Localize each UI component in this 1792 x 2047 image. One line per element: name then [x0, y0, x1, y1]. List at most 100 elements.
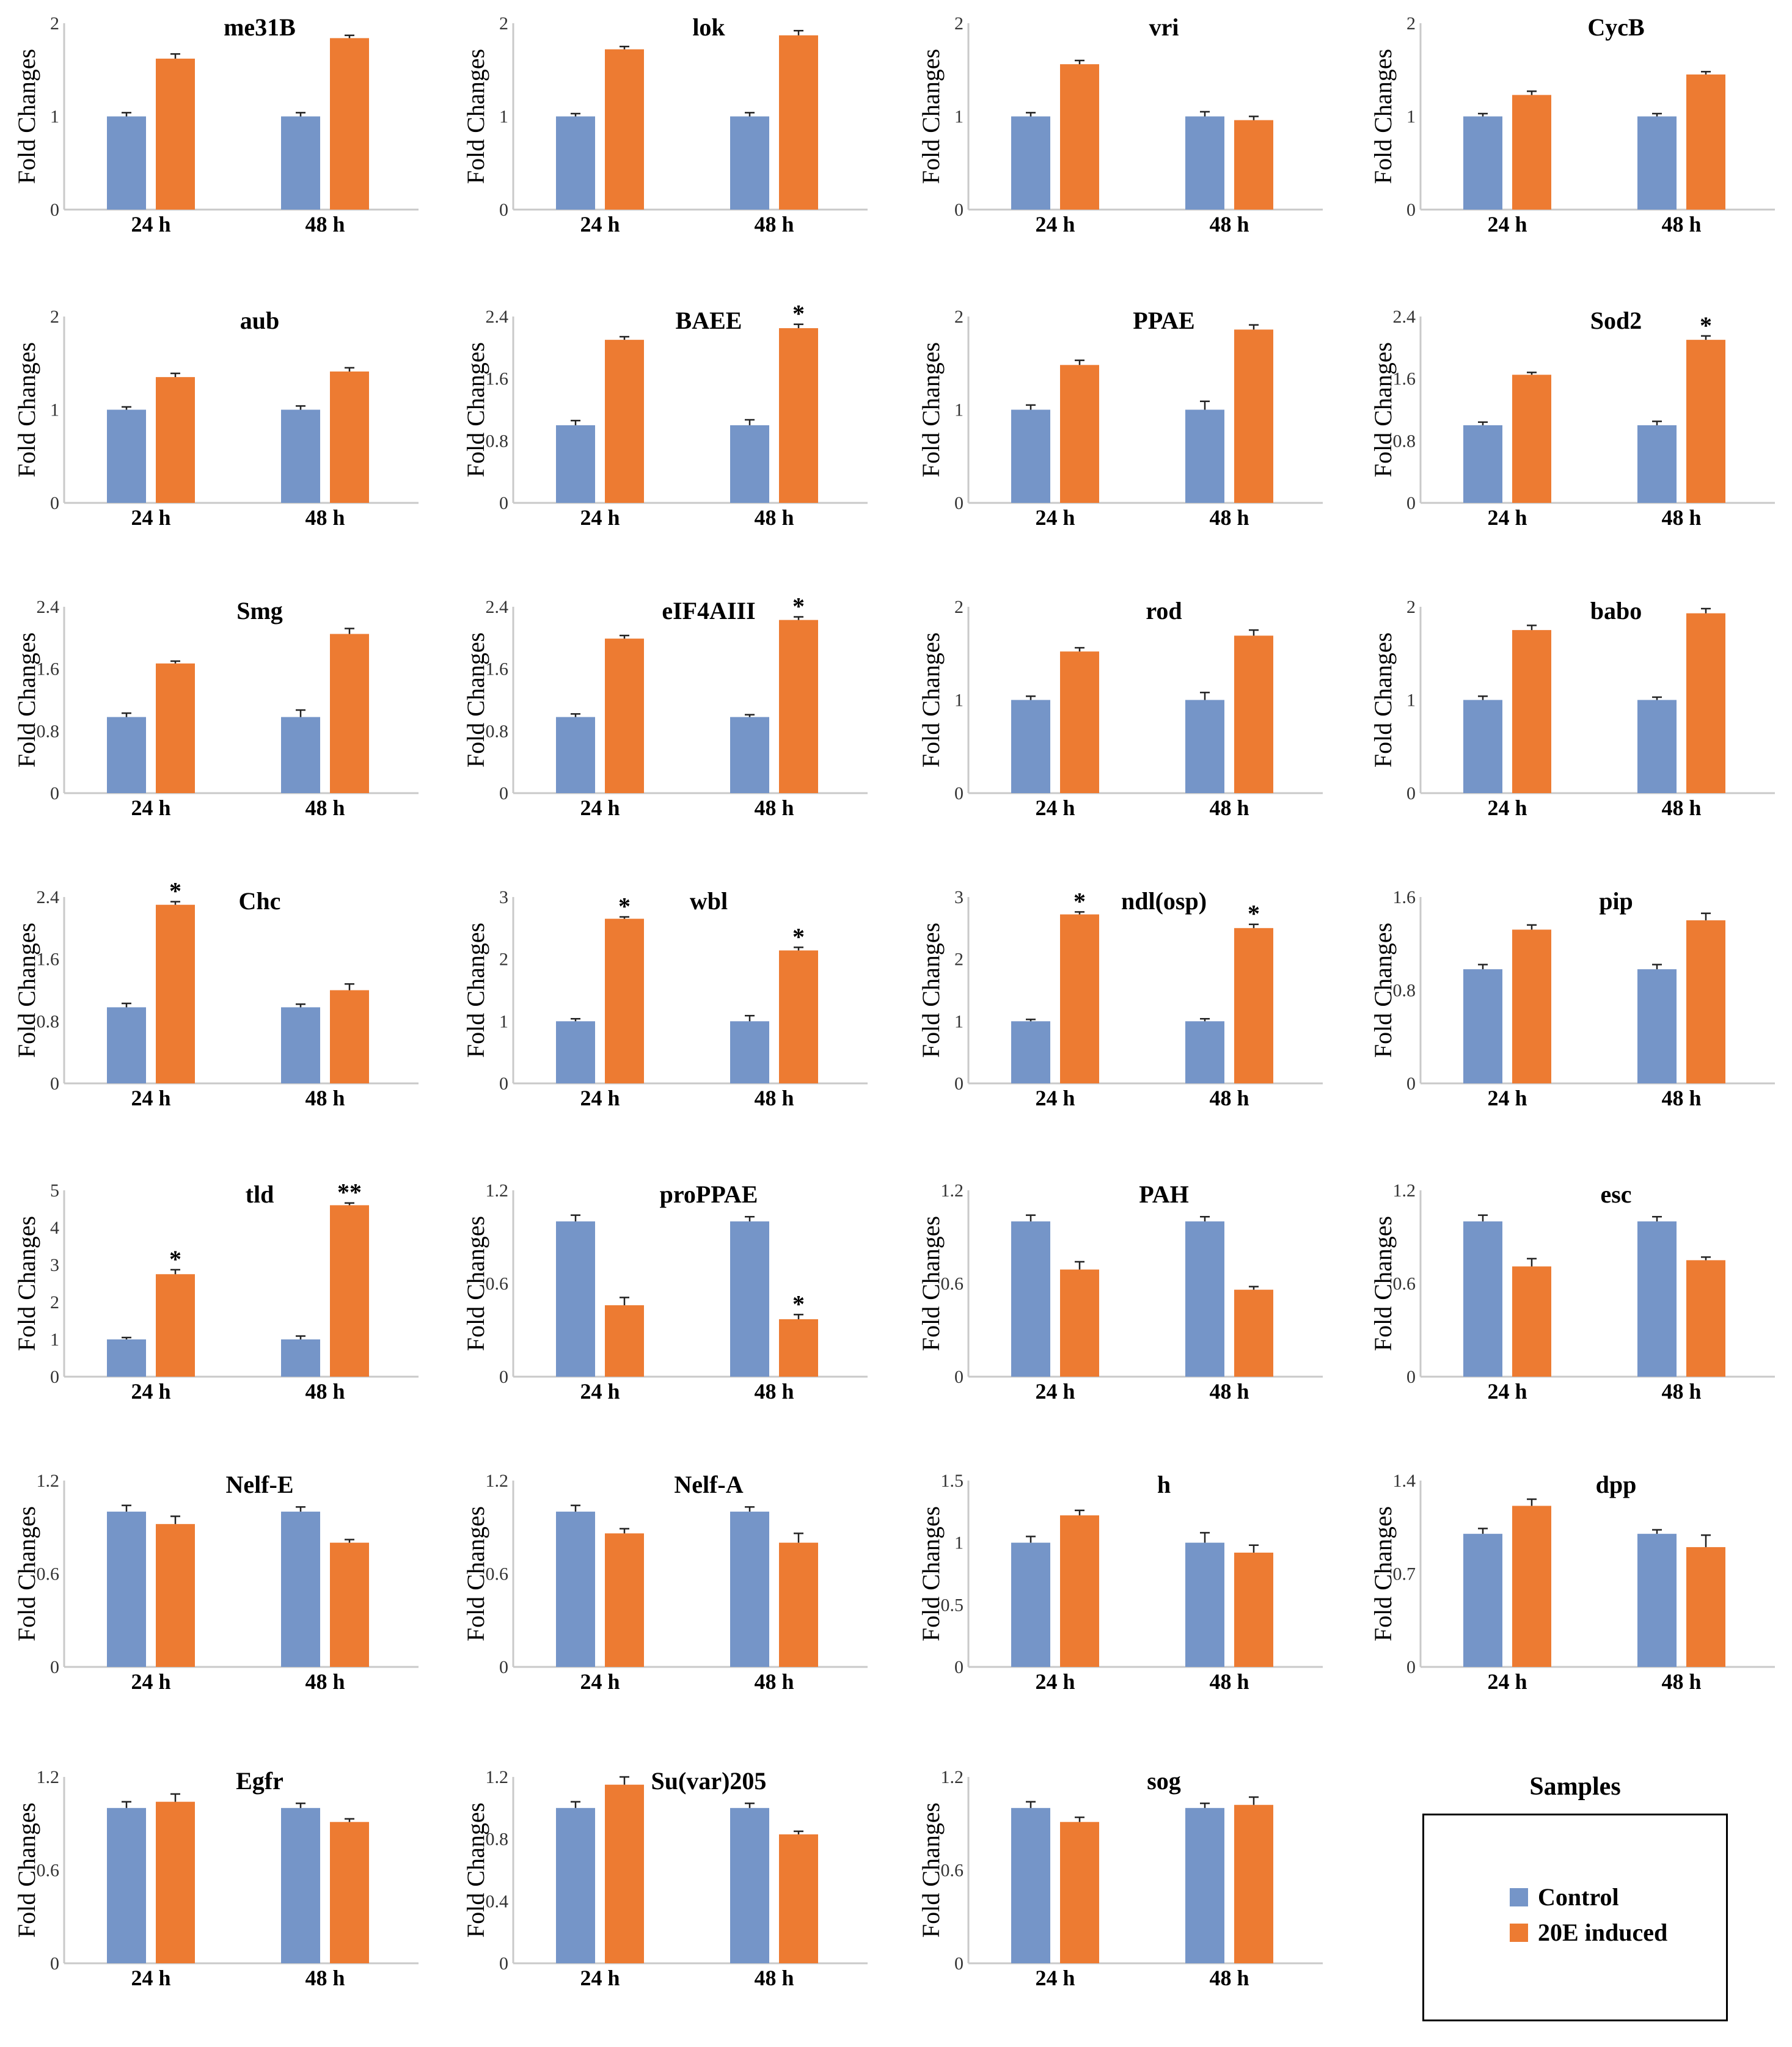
x-tick-label: 48 h: [1209, 1379, 1249, 1404]
x-tick-label: 48 h: [1209, 505, 1249, 530]
y-tick-label: 0.6: [941, 1274, 964, 1294]
bar-20e-induced-24-h: [156, 663, 195, 793]
y-tick-label: 0: [50, 1074, 59, 1094]
y-tick-label: 0: [954, 1367, 964, 1387]
y-tick-label: 0: [954, 1954, 964, 1974]
bar-control-48-h: [1637, 700, 1677, 793]
bar-20e-induced-48-h: [330, 990, 369, 1083]
x-tick-label: 24 h: [1487, 1669, 1527, 1694]
bar-20e-induced-24-h: [1060, 365, 1099, 503]
x-tick-label: 24 h: [580, 1669, 620, 1694]
chart-title: dpp: [1596, 1471, 1637, 1498]
bar-control-48-h: [281, 1339, 320, 1377]
x-tick-label: 48 h: [1209, 1966, 1249, 1990]
significance-mark: **: [337, 1179, 362, 1206]
y-tick-label: 2.4: [1393, 307, 1416, 327]
y-tick-label: 1.2: [941, 1181, 964, 1201]
y-axis-label: Fold Changes: [462, 923, 489, 1058]
y-tick-label: 0.7: [1393, 1564, 1416, 1584]
bar-20e-induced-48-h: [779, 620, 818, 793]
x-tick-label: 24 h: [580, 1966, 620, 1990]
y-tick-label: 0: [499, 1074, 508, 1094]
legend: Control 20E induced: [1422, 1814, 1728, 2021]
chart-title: proPPAE: [660, 1181, 758, 1208]
bar-20e-induced-24-h: [605, 918, 644, 1083]
x-tick-label: 48 h: [754, 1379, 794, 1404]
bar-20e-induced-24-h: [1512, 95, 1551, 210]
y-tick-label: 0: [954, 493, 964, 513]
y-tick-label: 0.8: [1393, 981, 1416, 1001]
bar-20e-induced-24-h: [605, 1533, 644, 1667]
bar-20e-induced-48-h: [1686, 1547, 1725, 1667]
y-tick-label: 1: [954, 1011, 964, 1031]
chart-title: PAH: [1139, 1181, 1188, 1208]
x-tick-label: 48 h: [754, 796, 794, 820]
bar-20e-induced-48-h: [1234, 120, 1273, 210]
bar-20e-induced-24-h: [1512, 630, 1551, 793]
bar-control-48-h: [730, 1807, 769, 1963]
y-axis-label: Fold Changes: [1369, 1216, 1397, 1351]
y-tick-label: 0: [1406, 200, 1416, 220]
chart-dpp: 0 0.7 1.4 Fold Changes dpp 24 h 48 h: [1369, 1471, 1775, 1694]
x-tick-label: 48 h: [305, 1669, 345, 1694]
chart-title: pip: [1599, 887, 1633, 915]
chart-title: me31B: [224, 13, 296, 41]
chart-proppae: 0 0.6 1.2 Fold Changes proPPAE 24 h * 48 h: [462, 1181, 868, 1404]
significance-mark: *: [1073, 887, 1086, 915]
bar-control-24-h: [1463, 425, 1502, 503]
bar-20e-induced-48-h: [779, 35, 818, 210]
y-tick-label: 0: [1406, 1074, 1416, 1094]
chart-aub: 0 1 2 Fold Changes aub 24 h 48 h: [13, 307, 419, 530]
bar-20e-induced-24-h: [605, 1784, 644, 1963]
y-axis-label: Fold Changes: [462, 1803, 489, 1938]
y-tick-label: 1: [1406, 690, 1416, 711]
bar-control-48-h: [1185, 116, 1224, 210]
y-tick-label: 3: [499, 887, 508, 907]
bar-control-48-h: [1637, 969, 1677, 1083]
chart-smg: 0 0.8 1.6 2.4 Fold Changes Smg 24 h 48 h: [13, 597, 419, 820]
x-tick-label: 24 h: [1035, 1086, 1075, 1110]
y-axis-label: Fold Changes: [917, 342, 945, 477]
x-tick-label: 24 h: [131, 505, 170, 530]
chart-baee: 0 0.8 1.6 2.4 Fold Changes BAEE 24 h * 48 h: [462, 300, 868, 530]
bar-20e-induced-48-h: [779, 950, 818, 1083]
y-tick-label: 2: [50, 1292, 59, 1313]
y-tick-label: 0.8: [37, 721, 60, 741]
x-tick-label: 24 h: [1035, 1669, 1075, 1694]
chart-title: sog: [1147, 1767, 1181, 1795]
bar-20e-induced-48-h: [1234, 329, 1273, 503]
y-tick-label: 2.4: [486, 307, 509, 327]
legend-label-20e-induced: 20E induced: [1538, 1919, 1668, 1946]
y-tick-label: 1.4: [1393, 1471, 1416, 1491]
y-tick-label: 2.4: [486, 597, 509, 617]
chart-nelf-a: 0 0.6 1.2 Fold Changes Nelf-A 24 h 48 h: [462, 1471, 868, 1694]
y-tick-label: 0: [954, 1074, 964, 1094]
bar-20e-induced-48-h: [1234, 928, 1273, 1083]
y-tick-label: 0.6: [941, 1861, 964, 1881]
x-tick-label: 24 h: [1487, 212, 1527, 236]
y-tick-label: 2: [50, 307, 59, 327]
bar-control-24-h: [1011, 1021, 1050, 1083]
x-tick-label: 24 h: [1487, 796, 1527, 820]
chart-rod: 0 1 2 Fold Changes rod 24 h 48 h: [917, 597, 1323, 820]
legend-title: Samples: [1529, 1773, 1621, 1801]
bar-control-24-h: [107, 409, 146, 503]
bar-control-48-h: [730, 116, 769, 210]
y-tick-label: 0.4: [486, 1891, 509, 1911]
legend-label-control: Control: [1538, 1883, 1619, 1911]
chart-vri: 0 1 2 Fold Changes vri 24 h 48 h: [917, 13, 1323, 236]
bar-control-24-h: [556, 425, 595, 503]
bar-control-48-h: [1185, 700, 1224, 793]
bar-control-24-h: [1463, 116, 1502, 210]
y-tick-label: 0: [50, 1657, 59, 1677]
bar-20e-induced-48-h: [779, 1834, 818, 1963]
x-tick-label: 48 h: [754, 1086, 794, 1110]
y-tick-label: 1: [50, 400, 59, 420]
bar-control-24-h: [556, 1221, 595, 1377]
x-tick-label: 24 h: [1035, 1379, 1075, 1404]
x-tick-label: 48 h: [1661, 796, 1701, 820]
y-axis-label: Fold Changes: [1369, 49, 1397, 184]
chart-title: wbl: [690, 887, 728, 915]
bar-control-24-h: [1011, 116, 1050, 210]
bar-20e-induced-48-h: [1234, 1804, 1273, 1963]
